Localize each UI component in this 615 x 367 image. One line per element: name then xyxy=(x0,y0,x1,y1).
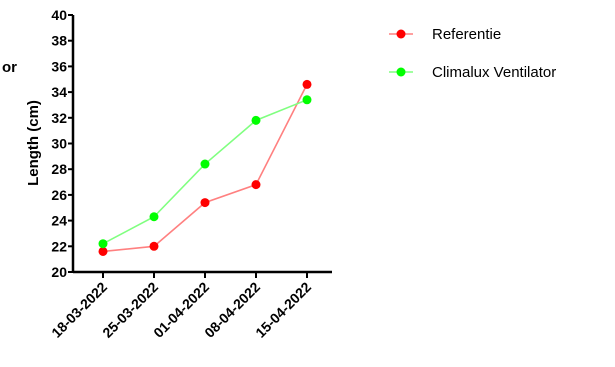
series-1 xyxy=(98,95,312,249)
data-point xyxy=(302,79,312,89)
y-tick-label: 40 xyxy=(51,7,67,23)
y-tick-label: 20 xyxy=(51,264,67,280)
data-point xyxy=(200,198,210,208)
legend: Referentie Climalux Ventilator xyxy=(389,26,556,81)
data-point xyxy=(98,246,108,256)
legend-item: Climalux Ventilator xyxy=(389,64,556,81)
clipped-text: or xyxy=(2,59,17,76)
y-tick-label: 36 xyxy=(51,58,67,74)
y-tick-label: 34 xyxy=(51,84,67,100)
y-tick-label: 30 xyxy=(51,136,67,152)
x-tick-label: 15-04-2022 xyxy=(252,279,314,341)
legend-marker xyxy=(396,29,406,39)
y-tick-label: 26 xyxy=(51,187,67,203)
series-layer xyxy=(98,79,312,256)
y-tick-label: 24 xyxy=(51,213,67,229)
legend-item: Referentie xyxy=(389,26,501,43)
data-point xyxy=(98,239,108,249)
series-0 xyxy=(98,79,312,256)
y-tick-label: 28 xyxy=(51,161,67,177)
legend-label: Climalux Ventilator xyxy=(432,64,556,81)
y-tick-label: 38 xyxy=(51,33,67,49)
data-point xyxy=(149,241,159,251)
legend-marker xyxy=(396,67,406,77)
y-axis-title: Length (cm) xyxy=(25,100,42,186)
y-tick-label: 22 xyxy=(51,238,67,254)
y-tick-label: 32 xyxy=(51,110,67,126)
data-point xyxy=(200,159,210,169)
series-line xyxy=(102,99,308,245)
data-point xyxy=(251,115,261,125)
legend-label: Referentie xyxy=(432,26,501,43)
data-point xyxy=(251,180,261,190)
data-point xyxy=(149,212,159,222)
data-point xyxy=(302,95,312,105)
